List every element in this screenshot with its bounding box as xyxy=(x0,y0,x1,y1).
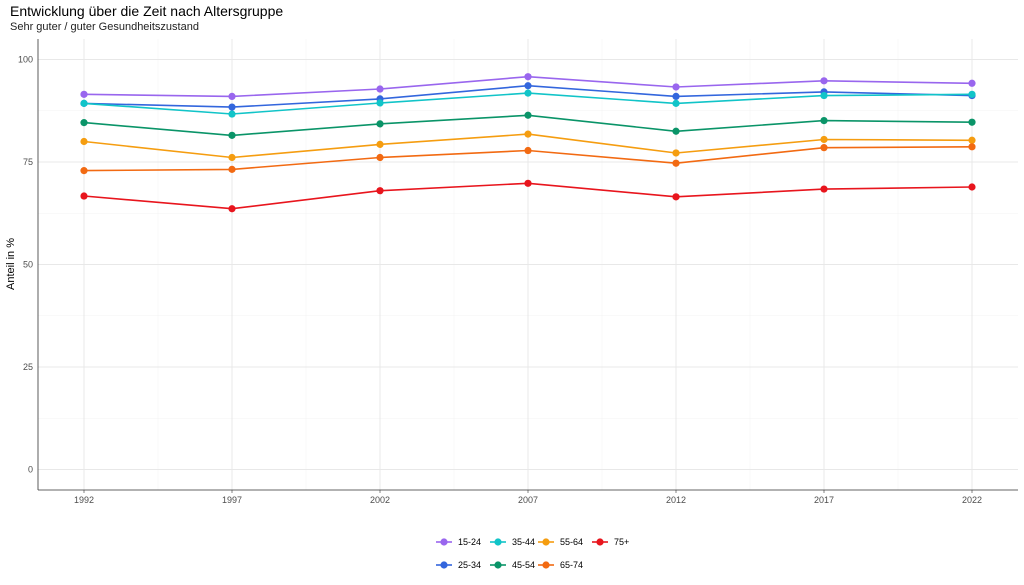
data-point-15-24 xyxy=(820,77,828,85)
data-point-65-74 xyxy=(820,144,828,152)
data-point-55-64 xyxy=(968,136,976,144)
data-point-65-74 xyxy=(80,167,88,175)
data-point-75 xyxy=(820,185,828,193)
data-point-55-64 xyxy=(80,137,88,146)
data-point-45-54 xyxy=(376,120,384,128)
series-65-74 xyxy=(80,143,976,175)
series-15-24 xyxy=(80,73,976,100)
legend-label: 25-34 xyxy=(458,560,481,570)
y-tick-label: 25 xyxy=(23,362,33,372)
y-tick-label: 100 xyxy=(18,55,33,65)
data-point-45-54 xyxy=(672,127,680,135)
chart-title: Entwicklung über die Zeit nach Altersgru… xyxy=(10,3,284,19)
data-point-45-54 xyxy=(820,116,828,125)
x-tick-label: 2017 xyxy=(814,495,834,505)
data-point-55-64 xyxy=(820,135,828,144)
x-tick-labels: 1992 1997 2002 2007 2012 2017 2022 xyxy=(74,495,982,505)
series-55-64 xyxy=(80,130,976,162)
data-point-45-54 xyxy=(524,111,532,119)
x-tick-label: 2022 xyxy=(962,495,982,505)
data-point-35-44 xyxy=(524,89,532,97)
data-point-25-34 xyxy=(524,82,532,90)
data-point-75 xyxy=(80,192,88,200)
legend-key-point xyxy=(494,561,502,569)
data-point-75 xyxy=(376,187,384,195)
data-point-35-44 xyxy=(80,99,88,107)
legend-item-65-74: 65-74 xyxy=(538,560,583,570)
x-tick-label: 2002 xyxy=(370,495,390,505)
x-tick-label: 1992 xyxy=(74,495,94,505)
data-point-75 xyxy=(672,193,680,201)
legend-item-35-44: 35-44 xyxy=(490,537,535,547)
data-point-75 xyxy=(524,179,532,187)
y-tick-label: 75 xyxy=(23,157,33,167)
legend-item-75: 75+ xyxy=(592,537,629,547)
data-point-35-44 xyxy=(820,91,828,100)
legend-key-point xyxy=(440,561,448,569)
legend-item-45-54: 45-54 xyxy=(490,560,535,570)
data-point-55-64 xyxy=(376,140,384,148)
data-point-55-64 xyxy=(672,149,680,157)
data-point-45-54 xyxy=(968,118,976,126)
series-group xyxy=(80,73,976,213)
data-point-25-34 xyxy=(228,103,236,111)
data-point-15-24 xyxy=(968,79,976,87)
chart-subtitle: Sehr guter / guter Gesundheitszustand xyxy=(10,21,199,33)
series-35-44 xyxy=(80,89,976,118)
legend-key-point xyxy=(494,538,502,546)
data-point-15-24 xyxy=(672,83,680,91)
y-tick-labels: 0 25 50 75 100 xyxy=(18,55,33,475)
series-75 xyxy=(80,179,976,213)
legend-key-point xyxy=(542,538,550,546)
data-point-35-44 xyxy=(968,90,976,98)
grid-major xyxy=(38,39,1018,490)
data-point-65-74 xyxy=(672,159,680,167)
legend-key-point xyxy=(542,561,550,569)
legend-item-25-34: 25-34 xyxy=(436,560,481,570)
data-point-75 xyxy=(228,205,236,213)
data-point-35-44 xyxy=(672,99,680,107)
series-45-54 xyxy=(80,111,976,139)
data-point-45-54 xyxy=(80,119,88,127)
data-point-15-24 xyxy=(228,92,236,100)
x-tick-label: 2007 xyxy=(518,495,538,505)
legend-item-55-64: 55-64 xyxy=(538,537,583,547)
legend-label: 75+ xyxy=(614,537,629,547)
legend-key-point xyxy=(596,538,604,546)
data-point-65-74 xyxy=(376,153,384,162)
legend-label: 45-54 xyxy=(512,560,535,570)
data-point-55-64 xyxy=(228,153,236,162)
legend-key-point xyxy=(440,538,448,546)
x-tick-label: 2012 xyxy=(666,495,686,505)
data-point-35-44 xyxy=(228,110,236,118)
legend-label: 35-44 xyxy=(512,537,535,547)
data-point-25-34 xyxy=(672,92,680,100)
legend-item-15-24: 15-24 xyxy=(436,537,481,547)
data-point-35-44 xyxy=(376,99,384,107)
legend: 15-24 25-34 35-44 45-54 55-64 65-74 75+ xyxy=(436,537,629,570)
legend-label: 15-24 xyxy=(458,537,481,547)
y-tick-label: 50 xyxy=(23,260,33,270)
data-point-65-74 xyxy=(524,146,532,155)
y-axis-label: Anteil in % xyxy=(5,238,17,290)
data-point-15-24 xyxy=(376,85,384,93)
data-point-65-74 xyxy=(968,143,976,151)
data-point-65-74 xyxy=(228,165,236,173)
data-point-55-64 xyxy=(524,130,532,138)
x-tick-label: 1997 xyxy=(222,495,242,505)
legend-label: 55-64 xyxy=(560,537,583,547)
data-point-75 xyxy=(968,183,976,191)
data-point-15-24 xyxy=(80,90,88,98)
y-tick-label: 0 xyxy=(28,465,33,475)
axes xyxy=(37,39,1018,493)
legend-label: 65-74 xyxy=(560,560,583,570)
data-point-15-24 xyxy=(524,73,532,81)
data-point-45-54 xyxy=(228,131,236,139)
